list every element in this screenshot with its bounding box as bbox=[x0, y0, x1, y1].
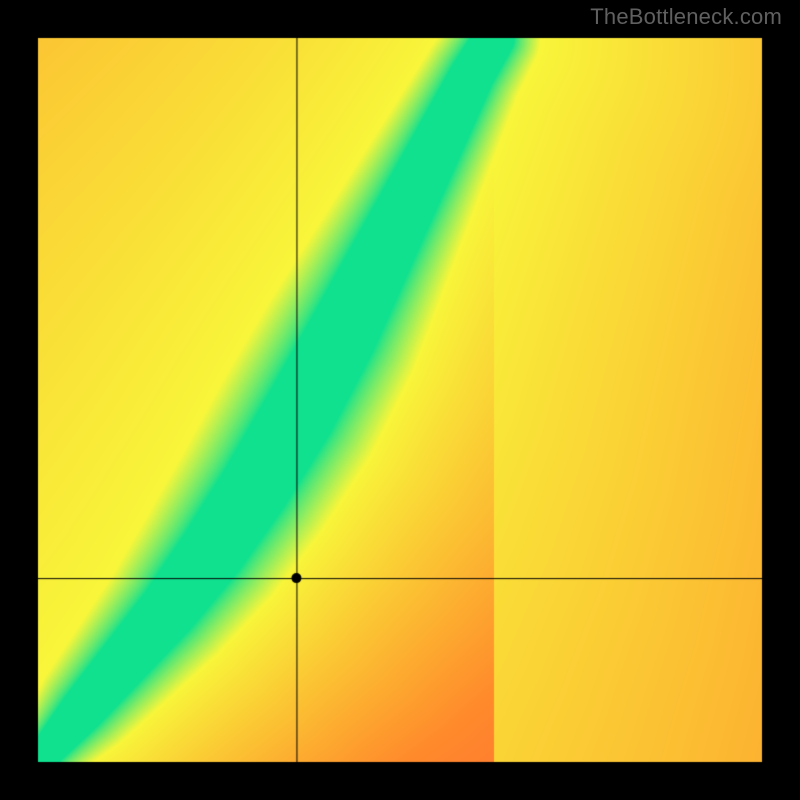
watermark-text: TheBottleneck.com bbox=[590, 4, 782, 30]
heatmap-canvas bbox=[0, 0, 800, 800]
chart-container: TheBottleneck.com bbox=[0, 0, 800, 800]
